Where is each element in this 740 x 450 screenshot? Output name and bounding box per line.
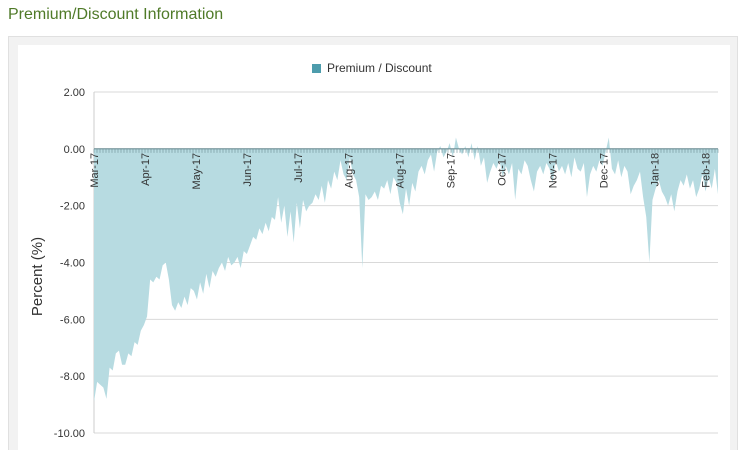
x-tick-label: Oct-17 xyxy=(497,153,509,186)
x-tick-label: Apr-17 xyxy=(140,153,152,186)
y-axis-title: Percent (%) xyxy=(29,237,46,316)
x-tick-label: Jun-17 xyxy=(242,153,254,187)
x-tick-label: Sep-17 xyxy=(446,153,458,188)
x-tick-label: May-17 xyxy=(191,153,203,190)
y-tick-label: -6.00 xyxy=(60,314,85,326)
legend-swatch xyxy=(312,64,321,73)
y-tick-label: 0.00 xyxy=(64,144,85,156)
y-tick-label: -8.00 xyxy=(60,371,85,383)
y-tick-label: -4.00 xyxy=(60,258,85,270)
x-tick-label: Nov-17 xyxy=(547,153,559,188)
x-tick-label: Dec-17 xyxy=(598,153,610,188)
zero-axis-ticks xyxy=(93,148,719,153)
x-tick-label: Aug-17 xyxy=(344,153,356,188)
premium-discount-chart: 2.00 0.00 -2.00 -4.00 -6.00 -8.00 -10.00 Mar-17… xyxy=(29,61,719,440)
x-tick-label: Aug-17 xyxy=(395,153,407,188)
y-tick-label: -10.00 xyxy=(54,428,85,440)
series-area-premium-discount xyxy=(94,137,718,402)
y-tick-label: -2.00 xyxy=(60,201,85,213)
legend-label: Premium / Discount xyxy=(327,61,432,75)
page-title: Premium/Discount Information xyxy=(8,6,224,23)
chart-area: 2.00 0.00 -2.00 -4.00 -6.00 -8.00 -10.00 Mar-17… xyxy=(18,45,730,450)
x-tick-label: Jul-17 xyxy=(293,153,305,183)
y-tick-label: 2.00 xyxy=(64,87,85,99)
x-tick-label: Jan-18 xyxy=(649,153,661,187)
x-tick-label: Feb-18 xyxy=(700,153,712,188)
x-tick-label: Mar-17 xyxy=(89,153,101,188)
